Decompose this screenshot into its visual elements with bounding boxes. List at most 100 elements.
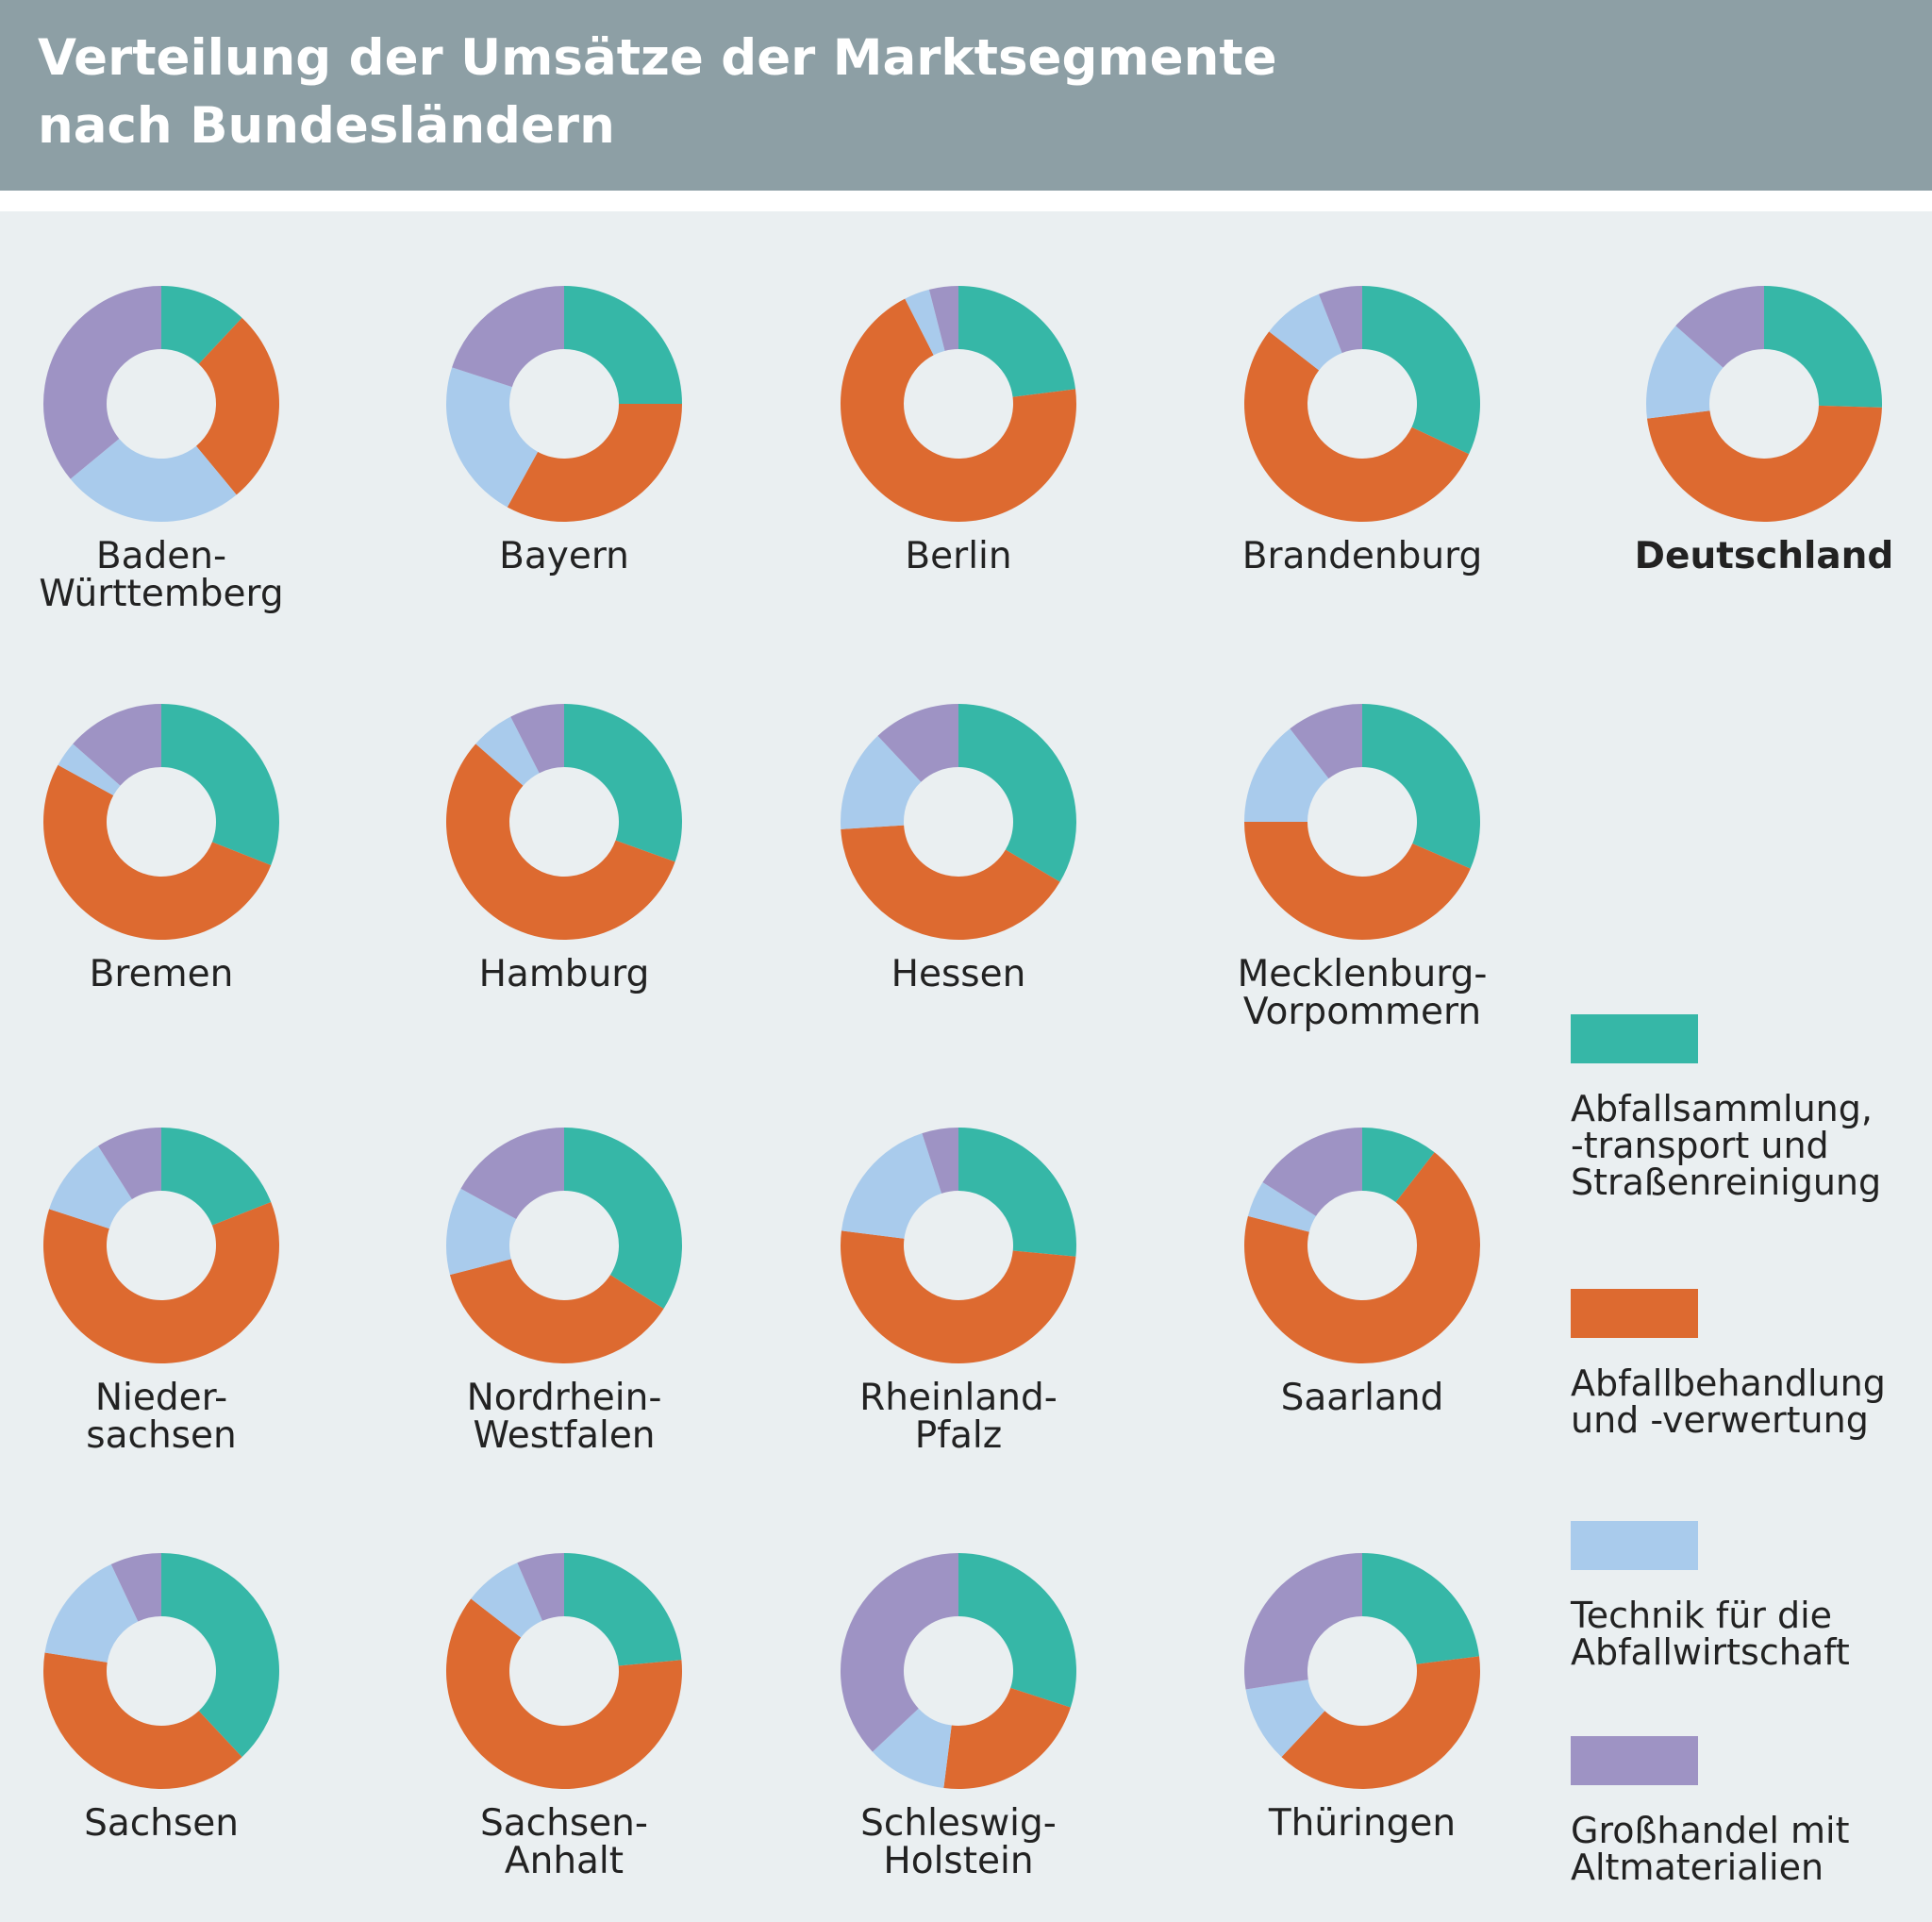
donut-segment <box>928 286 958 351</box>
donut-label: Bayern <box>499 535 629 577</box>
donut-segment <box>841 1133 942 1239</box>
donut-segment <box>42 286 161 479</box>
donut-segment <box>449 1259 664 1364</box>
donut-label: Sachsen <box>84 1802 239 1845</box>
donut-segment <box>195 317 279 495</box>
donut-segment <box>1244 822 1471 941</box>
legend-swatch <box>1571 1014 1698 1063</box>
donut-segment <box>872 1708 952 1789</box>
donut-segment <box>1269 293 1342 371</box>
donut-segment <box>840 1230 1076 1364</box>
donut-label: Westfalen <box>473 1414 655 1457</box>
donut-segment <box>958 704 1077 882</box>
donut-label: Brandenburg <box>1242 535 1482 577</box>
legend-label: Großhandel mit <box>1571 1810 1849 1851</box>
legend-swatch <box>1571 1521 1698 1570</box>
legend-label: -transport und <box>1571 1125 1829 1166</box>
donut-segment <box>958 1128 1076 1257</box>
donut-segment <box>1244 1553 1362 1690</box>
donut-label: Holstein <box>883 1840 1033 1882</box>
donut-label: Saarland <box>1281 1377 1444 1419</box>
donut-label: Bremen <box>90 953 234 995</box>
donut-segment <box>73 704 161 786</box>
donut-segment <box>564 286 682 404</box>
donut-label: Württemberg <box>39 573 283 615</box>
donut-label: Sachsen- <box>480 1802 648 1845</box>
donut-segment <box>1646 405 1882 523</box>
donut-segment <box>905 289 945 356</box>
donut-segment <box>446 1598 682 1790</box>
donut-segment <box>471 1563 542 1638</box>
donut-segment <box>958 286 1076 397</box>
donut-segment <box>1362 1128 1435 1203</box>
donut-segment <box>1290 704 1362 779</box>
legend-label: Straßenreinigung <box>1571 1162 1881 1203</box>
donut-label: Berlin <box>905 535 1011 577</box>
donut-segment <box>564 704 682 862</box>
donut-label: Baden- <box>96 535 226 577</box>
donut-segment <box>42 1652 242 1790</box>
donut-segment <box>564 1128 683 1309</box>
donut-segment <box>841 735 922 829</box>
donut-segment <box>161 1128 272 1226</box>
donut-segment <box>1318 286 1362 354</box>
donut-segment <box>1244 331 1470 522</box>
donut-label: sachsen <box>86 1414 236 1457</box>
donut-segment <box>564 1553 682 1666</box>
donut-segment <box>1247 1182 1317 1232</box>
donut-label: Vorpommern <box>1243 991 1481 1033</box>
donut-segment <box>98 1128 161 1200</box>
donut-label: Mecklenburg- <box>1238 953 1488 995</box>
donut-segment <box>1646 326 1724 419</box>
legend-label: und -verwertung <box>1571 1399 1869 1441</box>
donut-segment <box>841 825 1060 941</box>
donut-label: Nieder- <box>95 1377 227 1419</box>
donut-segment <box>161 286 242 364</box>
donut-segment <box>475 716 540 786</box>
donut-segment <box>510 704 564 774</box>
donut-segment <box>958 1553 1076 1708</box>
donut-label: Anhalt <box>505 1840 624 1882</box>
donut-segment <box>161 704 279 866</box>
donut-label: Hessen <box>891 953 1026 995</box>
donut-label: Deutschland <box>1635 535 1894 577</box>
donut-label: Schleswig- <box>860 1802 1057 1845</box>
donut-label: Rheinland- <box>859 1377 1058 1419</box>
donut-segment <box>1244 1152 1481 1364</box>
donut-segment <box>841 1553 958 1752</box>
donut-segment <box>110 1553 161 1622</box>
legend-label: Abfallbehandlung <box>1571 1362 1886 1404</box>
donut-segment <box>446 1188 517 1276</box>
donut-label: Hamburg <box>479 953 650 995</box>
donut-segment <box>507 404 682 523</box>
donut-segment <box>1764 286 1882 408</box>
donut-label: Thüringen <box>1268 1802 1456 1845</box>
donut-segment <box>43 1201 280 1364</box>
donut-segment <box>1675 286 1764 368</box>
legend-swatch <box>1571 1736 1698 1785</box>
donut-segment <box>58 744 121 796</box>
donut-segment <box>517 1553 564 1621</box>
donut-segment <box>1245 1680 1325 1758</box>
donut-segment <box>460 1128 564 1220</box>
donut-segment <box>922 1128 958 1194</box>
donut-segment <box>1362 286 1481 455</box>
legend-label: Abfallwirtschaft <box>1571 1631 1850 1673</box>
donut-segment <box>1362 704 1480 869</box>
donut-segment <box>452 286 564 388</box>
header-divider <box>0 191 1932 211</box>
donut-segment <box>43 764 272 940</box>
donut-segment <box>44 1563 139 1663</box>
donut-segment <box>877 704 958 782</box>
donut-segment <box>161 1553 280 1758</box>
legend-label: Abfallsammlung, <box>1571 1088 1873 1129</box>
donut-segment <box>1262 1128 1362 1216</box>
donut-segment <box>70 438 237 523</box>
header-bar <box>0 0 1932 191</box>
chart-title-line-2: nach Bundesländern <box>38 97 615 155</box>
donut-segment <box>446 367 539 508</box>
chart-title-line-1: Verteilung der Umsätze der Marktsegmente <box>38 29 1277 87</box>
donut-segment <box>943 1687 1071 1789</box>
donut-label: Nordrhein- <box>467 1377 662 1419</box>
